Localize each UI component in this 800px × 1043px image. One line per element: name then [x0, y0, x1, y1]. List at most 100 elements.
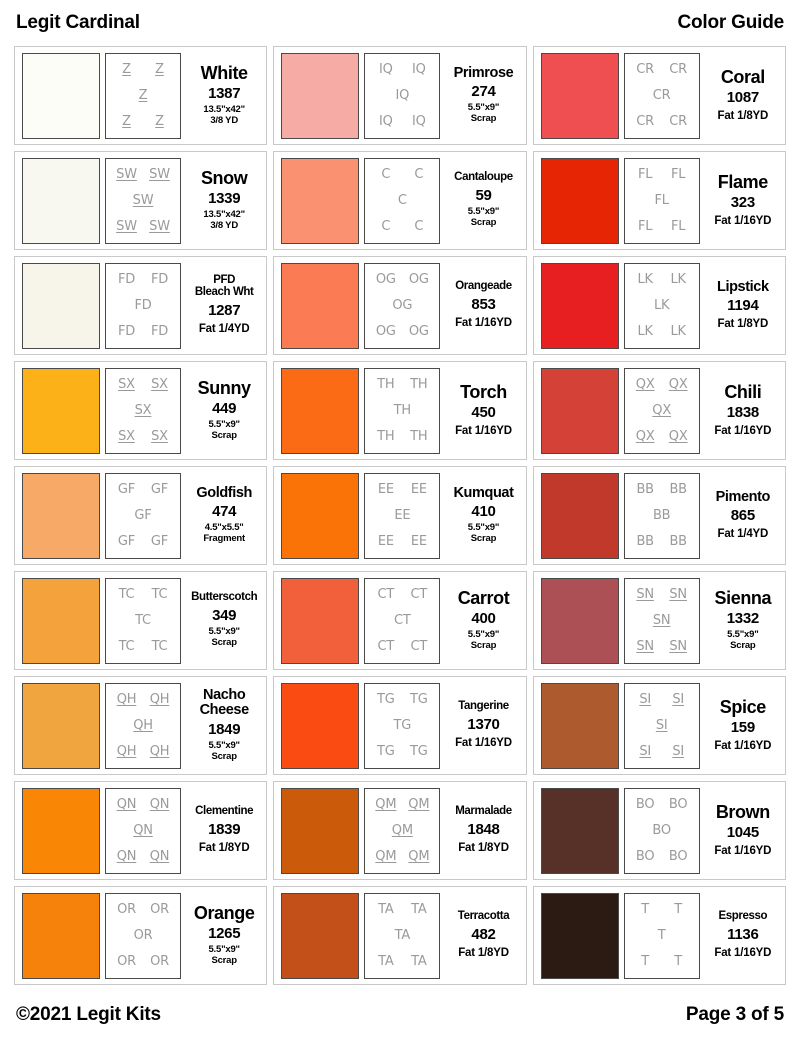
- color-card[interactable]: QM QM QM QM QM Marmalade 1848 Fat 1/8YD: [273, 781, 527, 880]
- color-number: 865: [730, 507, 755, 525]
- fabric-code-label: CT: [394, 613, 411, 628]
- color-info: Goldfish 474 4.5"x5.5" Fragment: [186, 473, 260, 559]
- code-row: TC: [110, 614, 176, 627]
- fabric-code-label: SW: [116, 167, 137, 182]
- color-name: Orange: [193, 902, 255, 923]
- code-row: BB: [629, 509, 695, 522]
- color-swatch: [540, 682, 619, 769]
- fabric-code-label: TG: [410, 744, 428, 759]
- color-swatch: [281, 262, 360, 349]
- fabric-code-box: TC TC TC TC TC: [105, 577, 181, 664]
- fabric-code-label: SW: [149, 167, 170, 182]
- color-card[interactable]: TA TA TA TA TA Terracotta 482 Fat 1/8YD: [273, 886, 527, 985]
- code-row: CR: [629, 89, 695, 102]
- fabric-code-label: QM: [375, 797, 397, 812]
- fabric-code-label: OR: [117, 954, 136, 969]
- fabric-code-label: Z: [122, 62, 131, 77]
- color-info: Sienna 1332 5.5"x9" Scrap: [705, 578, 779, 664]
- color-card[interactable]: BB BB BB BB BB Pimento 865 Fat 1/4YD: [532, 466, 786, 565]
- color-number: 349: [212, 606, 237, 624]
- code-row: TC TC: [110, 588, 176, 601]
- color-number: 1287: [208, 301, 241, 319]
- fabric-code-label: QX: [635, 429, 655, 444]
- color-card[interactable]: EE EE EE EE EE Kumquat 410 5.5"x9" Scrap: [273, 466, 527, 565]
- color-swatch: [22, 892, 100, 979]
- color-card[interactable]: QN QN QN QN QN Clementine 1839 Fat 1/8YD: [14, 781, 268, 880]
- color-card[interactable]: TG TG TG TG TG Tangerine 1370 Fat 1/16YD: [273, 676, 527, 775]
- code-row: TH TH: [369, 378, 435, 391]
- fabric-code-label: LK: [637, 324, 653, 339]
- color-card[interactable]: FD FD FD FD FD PFD Bleach Wht 1287 Fat 1/4YD: [14, 256, 268, 355]
- fabric-code-label: BB: [669, 534, 687, 549]
- cut-size: 5.5"x9" Scrap: [467, 205, 500, 228]
- color-card[interactable]: SI SI SI SI SI Spice 159 Fat 1/16YD: [532, 676, 786, 775]
- code-row: CR CR: [629, 115, 695, 128]
- color-card[interactable]: C C C C C Cantaloupe 59 5.5"x9" Scrap: [273, 151, 527, 250]
- fabric-code-label: QM: [375, 849, 397, 864]
- fabric-code-label: IQ: [378, 114, 393, 129]
- color-card[interactable]: IQ IQ IQ IQ IQ Primrose 274 5.5"x9" Scrap: [273, 46, 527, 145]
- fabric-code-label: QH: [149, 692, 170, 707]
- fabric-code-label: Z: [122, 114, 131, 129]
- color-swatch: [281, 157, 360, 244]
- code-row: QX QX: [629, 378, 695, 391]
- color-card[interactable]: TH TH TH TH TH Torch 450 Fat 1/16YD: [273, 361, 527, 460]
- color-name: Espresso: [718, 910, 768, 923]
- code-row: CT CT: [369, 640, 435, 653]
- fabric-code-label: OR: [150, 954, 169, 969]
- color-card[interactable]: CT CT CT CT CT Carrot 400 5.5"x9" Scrap: [273, 571, 527, 670]
- code-row: FL: [629, 194, 695, 207]
- fabric-code-label: FD: [150, 272, 169, 287]
- fabric-code-box: FD FD FD FD FD: [105, 262, 181, 349]
- color-card[interactable]: CR CR CR CR CR Coral 1087 Fat 1/8YD: [532, 46, 786, 145]
- cut-size: 5.5"x9" Scrap: [208, 625, 240, 648]
- fabric-code-label: EE: [377, 534, 394, 549]
- fabric-code-label: GF: [150, 482, 169, 497]
- fabric-code-box: QX QX QX QX QX: [623, 367, 700, 454]
- color-card[interactable]: SX SX SX SX SX Sunny 449 5.5"x9" Scrap: [14, 361, 268, 460]
- color-swatch: [281, 892, 360, 979]
- color-card[interactable]: QH QH QH QH QH Nacho Cheese 1849 5.5"x9" Scrap: [14, 676, 268, 775]
- color-number: 274: [471, 83, 496, 101]
- color-card[interactable]: SN SN SN SN SN Sienna 1332 5.5"x9" Scrap: [532, 571, 786, 670]
- color-name: Brown: [715, 801, 770, 822]
- color-name: Marmalade: [455, 805, 512, 818]
- color-card[interactable]: FL FL FL FL FL Flame 323 Fat 1/16YD: [532, 151, 786, 250]
- fabric-code-label: TG: [393, 718, 412, 733]
- fabric-code-label: SN: [669, 587, 687, 602]
- color-number: 1087: [726, 89, 759, 107]
- fabric-code-label: LK: [670, 324, 686, 339]
- header-title-left: Legit Cardinal: [16, 12, 140, 33]
- color-info: Chili 1838 Fat 1/16YD: [705, 368, 779, 454]
- color-info: Kumquat 410 5.5"x9" Scrap: [445, 473, 519, 559]
- color-card[interactable]: T T T T T Espresso 1136 Fat 1/16YD: [532, 886, 786, 985]
- color-card[interactable]: OG OG OG OG OG Orangeade 853 Fat 1/16YD: [273, 256, 527, 355]
- fabric-code-box: TH TH TH TH TH: [364, 367, 441, 454]
- color-card[interactable]: Z Z Z Z Z White 1387 13.5"x42" 3/8 YD: [14, 46, 268, 145]
- color-card[interactable]: TC TC TC TC TC Butterscotch 349 5.5"x9" Scrap: [14, 571, 268, 670]
- color-card[interactable]: BO BO BO BO BO Brown 1045 Fat 1/16YD: [532, 781, 786, 880]
- cut-size: Fat 1/4YD: [717, 528, 769, 541]
- code-row: BO BO: [629, 798, 695, 811]
- code-row: FL FL: [629, 220, 695, 233]
- color-card[interactable]: OR OR OR OR OR Orange 1265 5.5"x9" Scrap: [14, 886, 268, 985]
- color-swatch: [540, 472, 619, 559]
- color-card[interactable]: QX QX QX QX QX Chili 1838 Fat 1/16YD: [532, 361, 786, 460]
- color-card[interactable]: LK LK LK LK LK Lipstick 1194 Fat 1/8YD: [532, 256, 786, 355]
- code-row: CR CR: [629, 63, 695, 76]
- fabric-code-label: SW: [116, 219, 137, 234]
- code-row: SN SN: [629, 588, 695, 601]
- fabric-code-label: SN: [652, 613, 671, 628]
- color-card[interactable]: GF GF GF GF GF Goldfish 474 4.5"x5.5" Fragment: [14, 466, 268, 565]
- fabric-code-label: C: [414, 219, 424, 234]
- fabric-code-label: OG: [408, 272, 429, 287]
- code-row: TH: [369, 404, 435, 417]
- color-card[interactable]: SW SW SW SW SW Snow 1339 13.5"x42" 3/8 YD: [14, 151, 268, 250]
- fabric-code-box: EE EE EE EE EE: [364, 472, 441, 559]
- code-row: OR: [110, 929, 176, 942]
- fabric-code-label: SX: [118, 377, 135, 392]
